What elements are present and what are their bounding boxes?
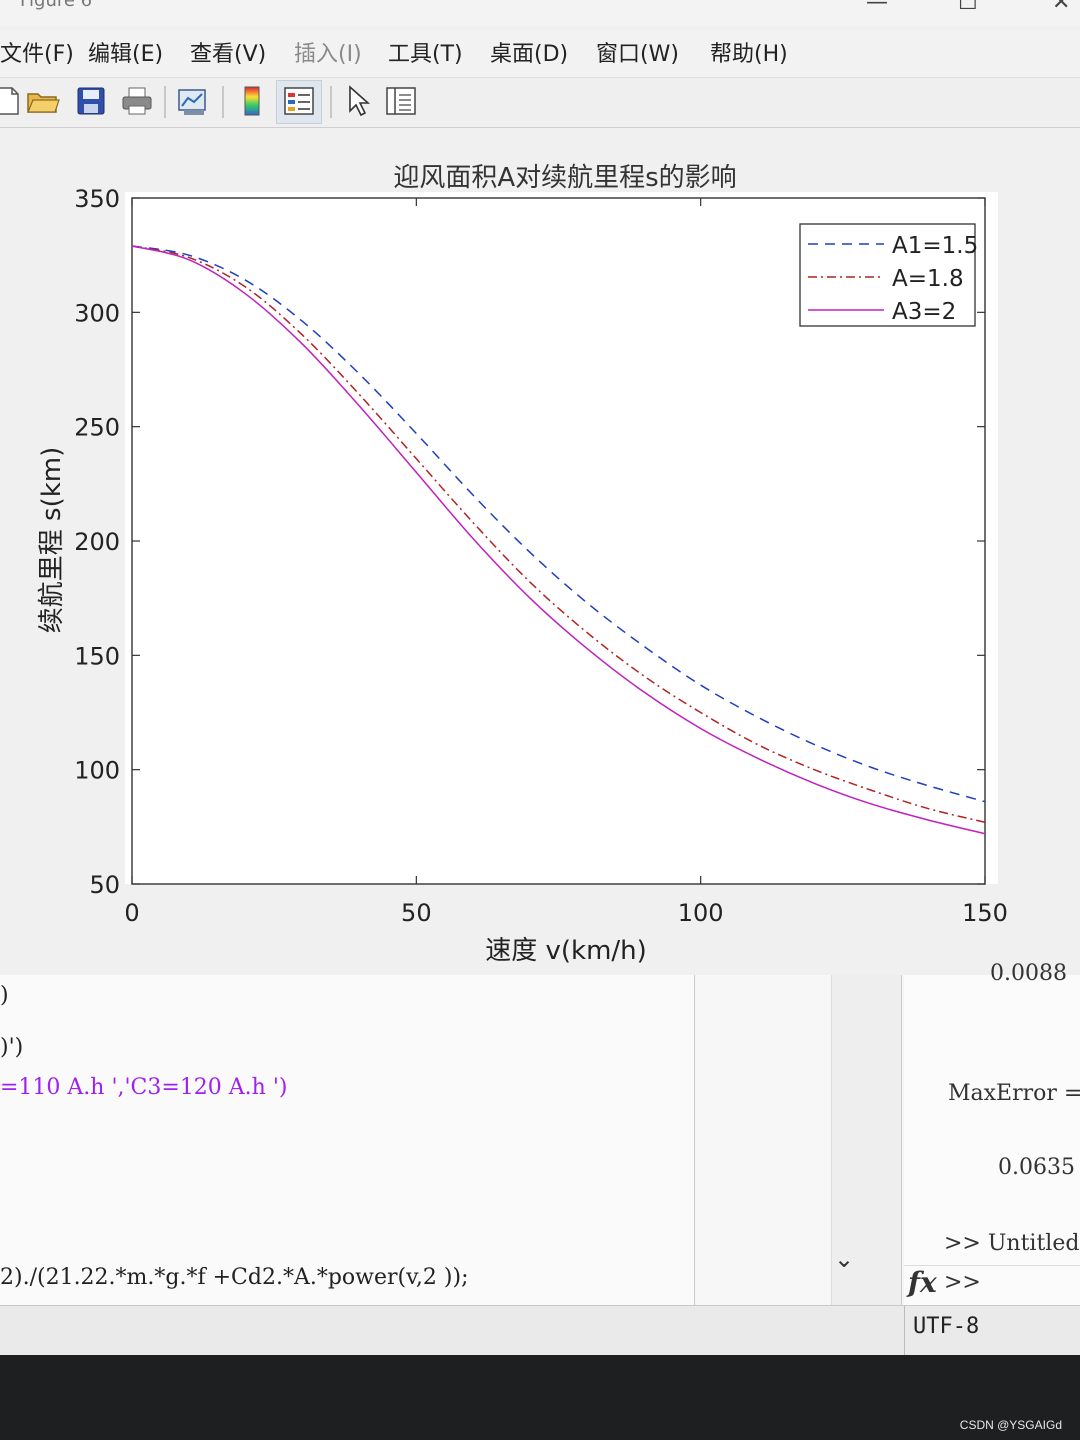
cmd-output-label: MaxError = <box>948 1081 1080 1106</box>
menu-file[interactable]: 文件(F) <box>0 42 74 67</box>
encoding-indicator: UTF-8 <box>904 1306 979 1356</box>
x-tick-label: 0 <box>124 899 139 927</box>
legend-label: A3=2 <box>892 299 956 325</box>
maximize-button[interactable]: ☐ <box>958 0 978 15</box>
menu-bar: 文件(F) 编辑(E) 查看(V) 插入(I) 工具(T) 桌面(D) 窗口(W… <box>0 30 1080 78</box>
legend[interactable]: A1=1.5 A=1.8 A3=2 <box>799 223 978 327</box>
code-line: )') <box>0 1035 24 1060</box>
chart-title: 迎风面积A对续航里程s的影响 <box>393 163 736 193</box>
property-editor-icon[interactable] <box>384 84 418 118</box>
figure-canvas: 0 50 100 150 50 100 150 200 250 300 350 A1=1.5 A=1.… <box>0 130 1080 973</box>
matlab-desktop: ) )') =110 A.h ','C3=120 A.h ') 2)./(21.… <box>0 961 1080 1356</box>
x-tick-label: 150 <box>962 899 1008 927</box>
y-tick-label: 50 <box>89 871 120 899</box>
link-plot-icon[interactable] <box>176 84 210 118</box>
y-tick-label: 250 <box>74 414 120 442</box>
x-axis-label: 速度 v(km/h) <box>485 936 647 966</box>
y-tick-label: 350 <box>74 185 120 213</box>
close-button[interactable]: ✕ <box>1052 0 1071 15</box>
cmd-output-value: 0.0635 <box>998 1155 1075 1180</box>
open-folder-icon[interactable] <box>26 84 60 118</box>
menu-edit[interactable]: 编辑(E) <box>88 42 164 67</box>
editor-scrollbar[interactable] <box>832 975 902 1305</box>
window-title: Figure 6 <box>20 0 93 11</box>
y-tick-label: 150 <box>74 642 120 670</box>
editor-side-pane <box>696 975 832 1305</box>
title-bar: Figure 6 — ☐ ✕ <box>0 0 1080 26</box>
toolbar-separator <box>164 86 166 118</box>
y-tick-label: 100 <box>74 757 120 785</box>
figure-window: Figure 6 — ☐ ✕ 文件(F) 编辑(E) 查看(V) 插入(I) 工… <box>0 0 1080 975</box>
x-tick-label: 100 <box>678 899 724 927</box>
chevron-down-icon[interactable]: ⌄ <box>834 1245 855 1273</box>
y-tick-label: 200 <box>74 528 120 556</box>
code-line-string: =110 A.h ','C3=120 A.h ') <box>0 1075 288 1100</box>
print-icon[interactable] <box>120 84 154 118</box>
code-editor[interactable]: ) )') =110 A.h ','C3=120 A.h ') 2)./(21.… <box>0 975 695 1305</box>
menu-insert[interactable]: 插入(I) <box>294 42 362 67</box>
minimize-button[interactable]: — <box>866 0 888 15</box>
menu-window[interactable]: 窗口(W) <box>596 42 679 67</box>
toolbar-separator <box>222 86 224 118</box>
new-file-icon[interactable] <box>0 84 24 118</box>
menu-desktop[interactable]: 桌面(D) <box>490 42 569 67</box>
function-browser-icon[interactable]: fx <box>908 1266 937 1299</box>
toolbar <box>0 78 1080 128</box>
monitor-bezel: CSDN @YSGAIGd <box>0 1355 1080 1440</box>
code-line: 2)./(21.22.*m.*g.*f +Cd2.*A.*power(v,2 )… <box>0 1265 469 1290</box>
series-line-3 <box>131 245 986 835</box>
toolbar-separator <box>330 86 332 118</box>
status-bar: UTF-8 <box>0 1305 1080 1356</box>
cmd-output-value: 0.0088 <box>990 961 1067 986</box>
legend-label: A=1.8 <box>892 266 964 292</box>
series-line-2 <box>131 245 986 823</box>
legend-label: A1=1.5 <box>892 233 978 259</box>
command-prompt-line[interactable]: fx >> <box>904 1265 1080 1305</box>
menu-view[interactable]: 查看(V) <box>190 42 267 67</box>
x-tick-label: 50 <box>401 899 432 927</box>
y-tick-label: 300 <box>74 299 120 327</box>
legend-icon[interactable] <box>282 84 316 118</box>
code-line: ) <box>0 983 9 1008</box>
watermark: CSDN @YSGAIGd <box>959 1418 1062 1432</box>
command-prompt[interactable]: >> <box>944 1270 981 1295</box>
pointer-icon[interactable] <box>342 84 376 118</box>
legend-box <box>799 223 976 327</box>
command-window[interactable]: 0.0088 MaxError = 0.0635 >> Untitled fx … <box>904 961 1080 1305</box>
cmd-history-line: >> Untitled <box>944 1231 1080 1256</box>
menu-help[interactable]: 帮助(H) <box>710 42 788 67</box>
save-icon[interactable] <box>74 84 108 118</box>
y-axis-label: 续航里程 s(km) <box>37 447 67 633</box>
series-group <box>131 245 986 835</box>
menu-tools[interactable]: 工具(T) <box>388 42 463 67</box>
series-line-1 <box>131 245 986 803</box>
colorbar-icon[interactable] <box>236 84 270 118</box>
